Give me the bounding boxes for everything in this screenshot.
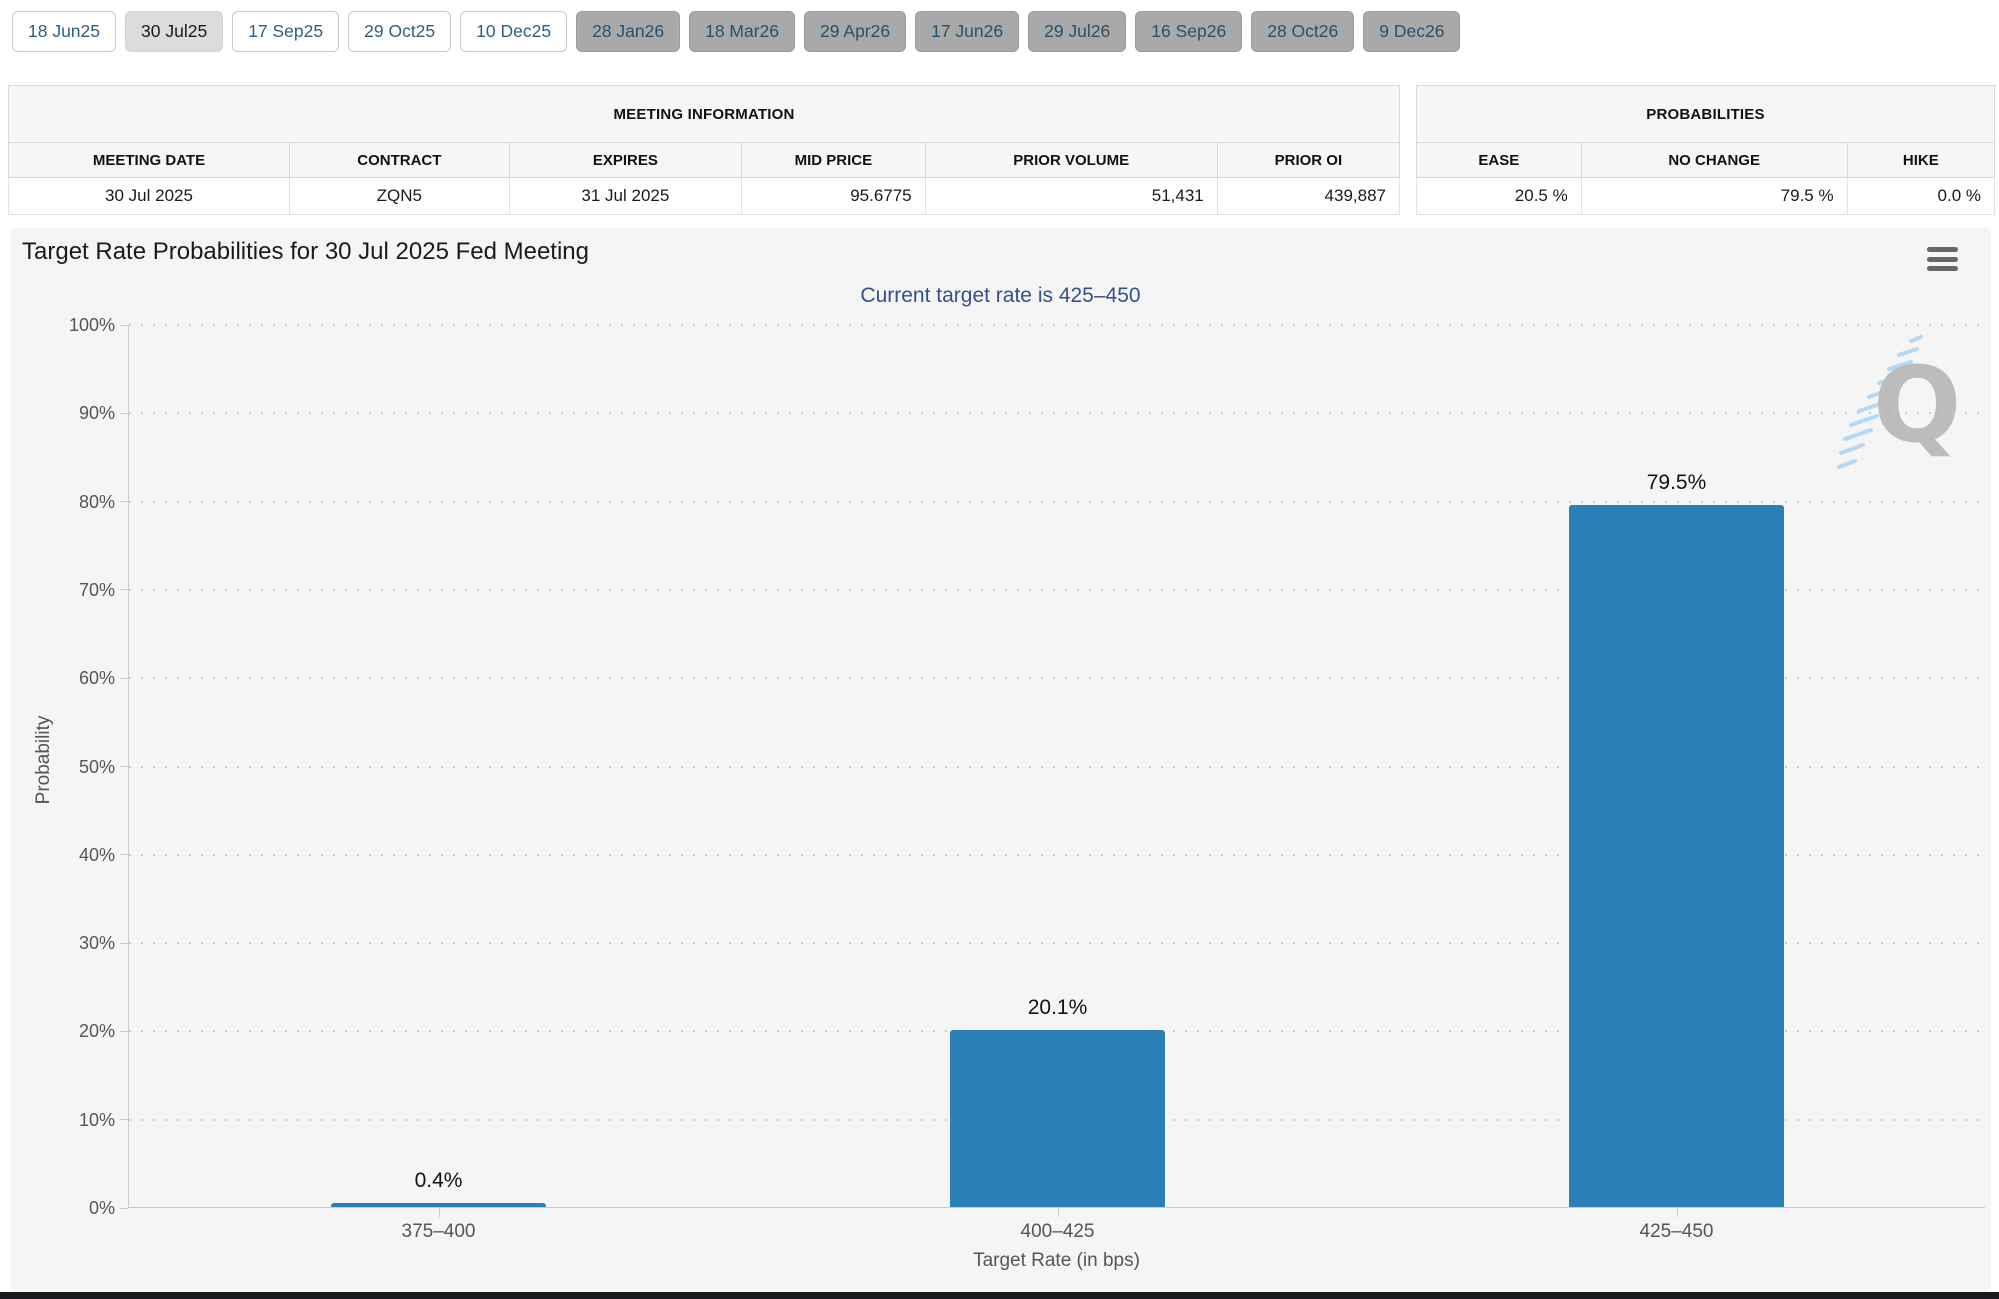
y-tick-70 xyxy=(120,589,128,591)
tab-28-jan26[interactable]: 28 Jan26 xyxy=(576,11,681,52)
col-header-prior-oi: PRIOR OI xyxy=(1216,142,1401,178)
y-axis-tick-label: 0% xyxy=(88,1198,115,1218)
col-header-no-change: NO CHANGE xyxy=(1580,142,1848,178)
tab-17-jun26[interactable]: 17 Jun26 xyxy=(915,11,1020,52)
tab-17-sep25[interactable]: 17 Sep25 xyxy=(232,11,340,52)
y-gridline-100 xyxy=(129,324,1985,326)
y-tick-60 xyxy=(120,677,128,679)
chart-subtitle: Current target rate is 425–450 xyxy=(860,284,1141,307)
tab-30-jul25[interactable]: 30 Jul25 xyxy=(125,11,224,52)
tab-18-jun25[interactable]: 18 Jun25 xyxy=(12,11,117,52)
col-header-prior-volume: PRIOR VOLUME xyxy=(924,142,1218,178)
y-gridline-80 xyxy=(129,500,1985,503)
probability-bar-375-400[interactable] xyxy=(331,1203,546,1207)
y-axis-tick-label: 60% xyxy=(78,668,115,689)
y-gridline-40 xyxy=(129,853,1985,856)
col-header-hike: HIKE xyxy=(1846,142,1996,178)
hike-value: 0.0 % xyxy=(1846,177,1996,215)
y-axis-tick-label: 70% xyxy=(78,579,115,600)
tab-16-sep26[interactable]: 16 Sep26 xyxy=(1135,11,1243,52)
info-tables-row: MEETING INFORMATION MEETING DATE CONTRAC… xyxy=(8,85,1996,215)
y-tick-80 xyxy=(120,501,128,503)
y-gridline-30 xyxy=(129,942,1985,945)
x-axis-title: Target Rate (in bps) xyxy=(973,1250,1140,1271)
meeting-date-value: 30 Jul 2025 xyxy=(8,177,290,215)
y-axis-tick-label: 20% xyxy=(78,1021,115,1042)
col-header-mid-price: MID PRICE xyxy=(741,142,926,178)
no-change-value: 79.5 % xyxy=(1580,177,1848,215)
prior-volume-value: 51,431 xyxy=(924,177,1218,215)
tab-29-jul26[interactable]: 29 Jul26 xyxy=(1028,11,1127,52)
x-tick-0 xyxy=(438,1207,440,1217)
y-tick-0 xyxy=(120,1207,128,1209)
x-category-label: 400–425 xyxy=(1020,1221,1095,1242)
y-axis-tick-label: 90% xyxy=(78,403,115,424)
y-gridline-90 xyxy=(129,412,1985,415)
y-axis-tick-label: 50% xyxy=(78,756,115,777)
meeting-information-title: MEETING INFORMATION xyxy=(8,85,1400,143)
y-tick-20 xyxy=(120,1030,128,1032)
chart-title: Target Rate Probabilities for 30 Jul 202… xyxy=(22,238,589,265)
y-tick-30 xyxy=(120,942,128,944)
chart-menu-icon[interactable] xyxy=(1927,247,1958,271)
y-axis-tick-label: 100% xyxy=(68,315,115,335)
bar-value-label: 20.1% xyxy=(1027,995,1088,1019)
mid-price-value: 95.6775 xyxy=(741,177,926,215)
tab-29-oct25[interactable]: 29 Oct25 xyxy=(348,11,452,52)
x-tick-2 xyxy=(1676,1207,1678,1217)
bar-value-label: 0.4% xyxy=(414,1169,463,1192)
bar-value-label: 79.5% xyxy=(1646,471,1707,495)
tab-29-apr26[interactable]: 29 Apr26 xyxy=(804,11,907,52)
tab-9-dec26[interactable]: 9 Dec26 xyxy=(1363,11,1461,52)
plot-area: 0% 10% 20% 30% 40% 50% 60% 70% 80% 90% 100% 0.4% 375… xyxy=(69,315,1985,1242)
y-tick-40 xyxy=(120,854,128,856)
col-header-contract: CONTRACT xyxy=(288,142,510,178)
meeting-information-table: MEETING INFORMATION MEETING DATE CONTRAC… xyxy=(8,85,1401,215)
probabilities-title: PROBABILITIES xyxy=(1416,85,1995,143)
y-axis-title: Probability xyxy=(33,715,54,805)
probability-bar-400-425[interactable] xyxy=(950,1029,1165,1207)
probabilities-table: PROBABILITIES EASE NO CHANGE HIKE 20.5 %… xyxy=(1416,85,1996,215)
x-tick-1 xyxy=(1057,1207,1059,1217)
y-tick-50 xyxy=(120,766,128,767)
col-header-meeting-date: MEETING DATE xyxy=(8,142,290,178)
x-category-label: 425–450 xyxy=(1639,1221,1714,1242)
prior-oi-value: 439,887 xyxy=(1216,177,1401,215)
contract-value: ZQN5 xyxy=(288,177,510,215)
y-axis-tick-label: 80% xyxy=(78,491,115,512)
y-gridline-60 xyxy=(129,677,1985,680)
x-category-label: 375–400 xyxy=(401,1221,476,1242)
tab-28-oct26[interactable]: 28 Oct26 xyxy=(1251,11,1355,52)
y-tick-90 xyxy=(120,412,128,414)
tab-10-dec25[interactable]: 10 Dec25 xyxy=(460,11,568,52)
probability-bar-425-450[interactable] xyxy=(1569,505,1784,1207)
y-axis-tick-label: 10% xyxy=(78,1109,115,1130)
y-tick-10 xyxy=(120,1119,128,1121)
expires-value: 31 Jul 2025 xyxy=(508,177,743,215)
y-gridline-70 xyxy=(129,588,1985,591)
ease-value: 20.5 % xyxy=(1416,177,1582,215)
col-header-ease: EASE xyxy=(1416,142,1582,178)
y-gridline-50 xyxy=(129,765,1985,768)
y-axis-tick-label: 40% xyxy=(78,844,115,865)
y-axis-tick-label: 30% xyxy=(78,933,115,954)
col-header-expires: EXPIRES xyxy=(508,142,743,178)
y-tick-100 xyxy=(120,324,128,326)
footer-bar xyxy=(0,1292,1999,1299)
tab-18-mar26[interactable]: 18 Mar26 xyxy=(689,11,796,52)
target-rate-probability-chart: Target Rate Probabilities for 30 Jul 202… xyxy=(10,228,1991,1292)
probabilities-row: 20.5 % 79.5 % 0.0 % xyxy=(1416,177,1996,215)
meeting-info-row: 30 Jul 2025 ZQN5 31 Jul 2025 95.6775 51,… xyxy=(8,177,1401,215)
meeting-date-tab-row: 18 Jun25 30 Jul25 17 Sep25 29 Oct25 10 Dec25… xyxy=(12,11,1991,52)
